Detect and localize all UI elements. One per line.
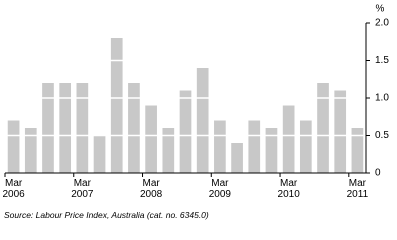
bar: [162, 128, 175, 173]
bar: [179, 90, 192, 173]
x-tick-label: Mar 2006: [2, 178, 25, 200]
bar: [351, 128, 364, 173]
y-tick-label: 0.5: [375, 130, 389, 141]
y-tick-label: 0: [375, 168, 381, 179]
bar: [24, 128, 37, 173]
bar: [196, 68, 209, 173]
bar: [334, 90, 347, 173]
y-tick-label: 1.5: [375, 55, 389, 66]
bar: [317, 83, 329, 173]
y-tick-label: 1.0: [375, 93, 389, 104]
bar: [93, 135, 106, 173]
x-tick-label: Mar 2011: [346, 178, 369, 200]
chart-svg: % 0 0.5 1.0 1.5 2.0: [4, 4, 389, 179]
source-note: Source: Labour Price Index, Australia (c…: [4, 210, 209, 220]
bar: [110, 38, 123, 173]
x-tick-label: Mar 2010: [277, 178, 300, 200]
chart: % 0 0.5 1.0 1.5 2.0 Source: Labour Price Ind…: [2, 4, 389, 220]
bar: [7, 120, 20, 173]
bar: [282, 105, 295, 173]
bar: [42, 83, 54, 173]
bar: [128, 83, 140, 173]
x-tick-label: Mar 2009: [208, 178, 231, 200]
bar: [265, 128, 278, 173]
bar: [248, 120, 261, 173]
bar: [214, 120, 226, 173]
bar: [76, 83, 89, 173]
unit-label: %: [376, 4, 385, 15]
bar: [231, 143, 243, 173]
bar: [299, 120, 312, 173]
bar: [145, 105, 157, 173]
bar: [59, 83, 72, 173]
x-tick-label: Mar 2008: [139, 178, 163, 200]
x-tick-label: Mar 2007: [71, 178, 94, 200]
y-tick-label: 2.0: [375, 18, 389, 29]
